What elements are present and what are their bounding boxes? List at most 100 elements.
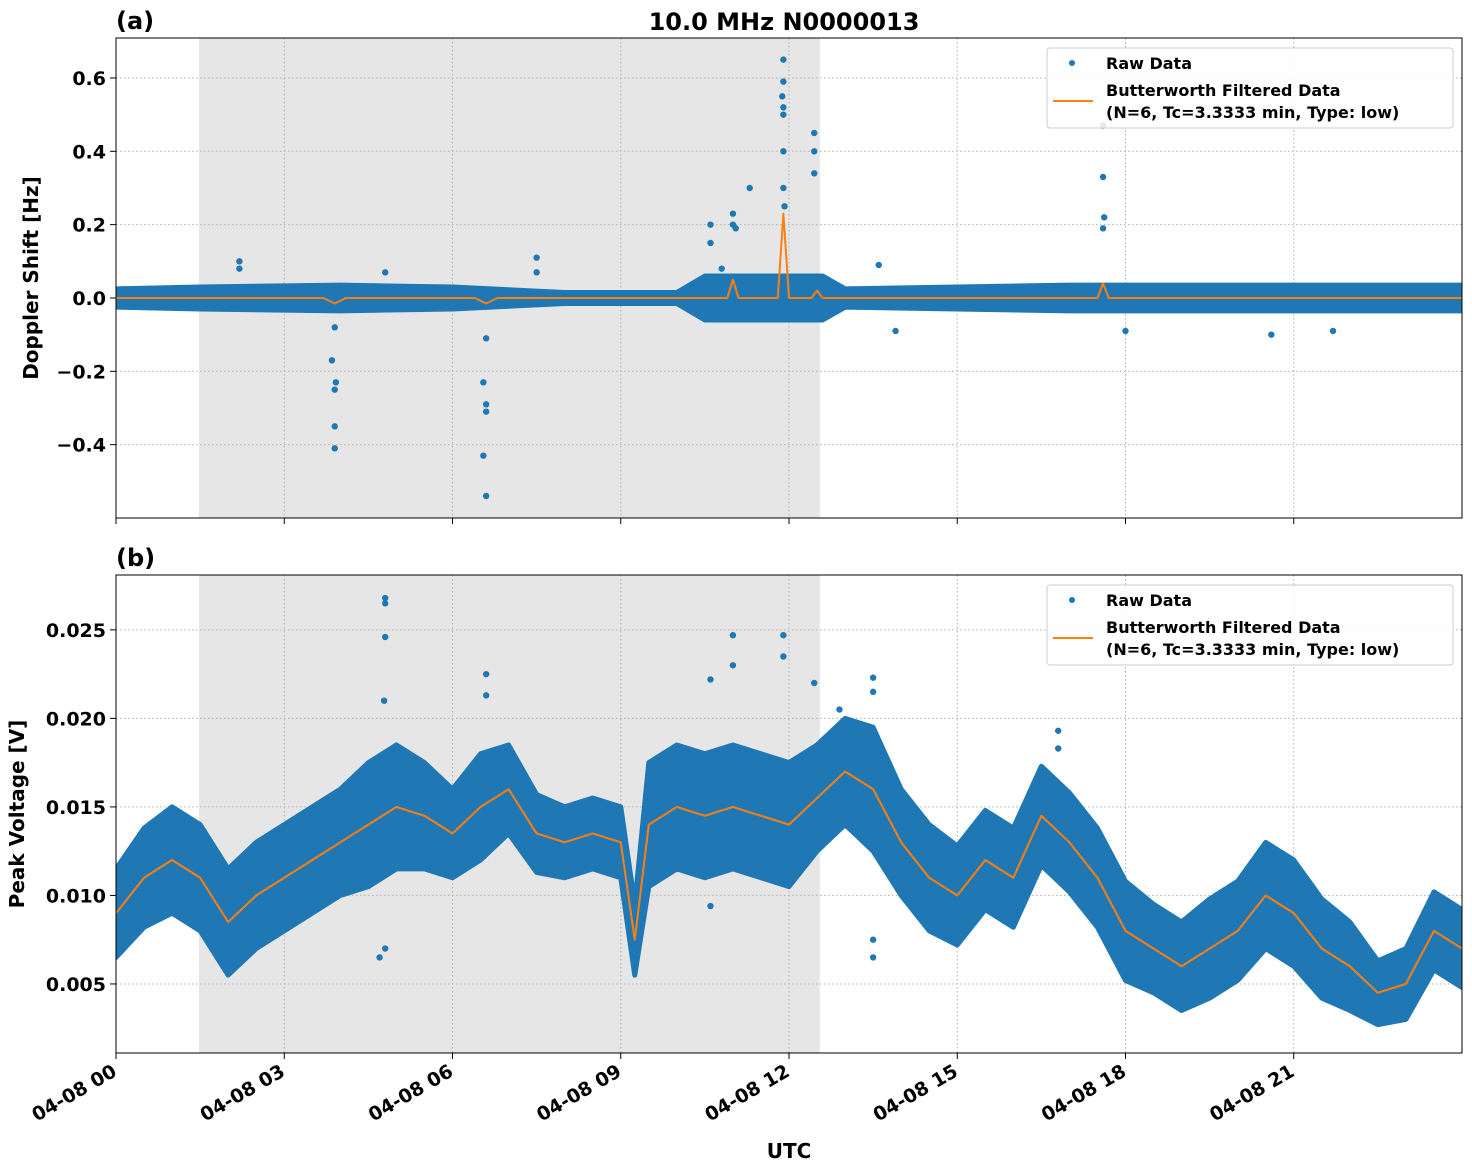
raw-data-point [382,945,389,952]
y-tick-label: 0.010 [46,885,106,907]
legend-filtered-params: (N=6, Tc=3.3333 min, Type: low) [1106,103,1399,122]
raw-data-point [328,357,336,364]
raw-data-point [382,600,389,607]
y-tick-label: −0.2 [56,361,106,383]
legend-raw-label: Raw Data [1106,591,1192,610]
raw-data-point [780,78,787,85]
x-tick-label: 04-08 00 [28,1060,120,1126]
legend-raw-marker [1069,597,1075,603]
raw-data-point [482,492,490,500]
raw-data-point [1055,745,1062,752]
raw-data-point [811,129,818,137]
raw-data-point [781,203,788,210]
raw-data-point [533,269,540,276]
raw-data-point [780,56,787,63]
raw-data-point [482,692,490,699]
x-tick-label: 04-08 06 [365,1060,457,1126]
y-tick-label: 0.025 [46,620,106,642]
legend-raw-label: Raw Data [1106,54,1192,73]
raw-data-point [382,633,389,641]
raw-data-point [780,111,787,118]
raw-data-point [533,254,540,261]
panel-tag: (a) [116,7,154,35]
raw-data-point [480,379,487,386]
raw-data-point [780,148,787,155]
y-tick-label: −0.4 [56,435,106,457]
raw-data-point [332,379,340,386]
plot-area [116,56,1462,500]
raw-data-point [482,408,490,415]
y-tick-label: 0.015 [46,797,106,819]
raw-data-point [780,653,787,660]
raw-data-point [707,902,714,910]
y-tick-label: 0.6 [72,68,106,90]
plot-area [116,594,1462,1028]
legend: Raw Data Butterworth Filtered Data (N=6, T… [1046,47,1454,129]
raw-data-point [380,697,388,704]
raw-data-point [732,225,739,232]
raw-data-point [707,221,714,228]
legend-raw-marker [1069,60,1075,66]
raw-data-point [482,670,490,678]
y-tick-label: 0.2 [72,215,106,237]
legend-filtered-label: Butterworth Filtered Data [1106,618,1341,637]
raw-data-point [1055,727,1062,734]
raw-data-point [892,327,899,335]
raw-data-point [382,269,389,276]
raw-data-point [707,239,714,247]
raw-data-point [779,93,786,100]
legend-box [1046,47,1454,129]
raw-data-point [331,445,338,452]
raw-data-point [780,184,787,192]
legend: Raw Data Butterworth Filtered Data (N=6, T… [1046,584,1454,666]
x-tick-label: 04-08 09 [533,1060,625,1126]
raw-data-point [746,184,753,192]
x-tick-label: 04-08 15 [869,1060,961,1126]
x-tick-label: 04-08 21 [1206,1060,1298,1126]
raw-data-band [116,715,1462,1028]
raw-data-point [707,676,714,683]
raw-data-point [811,170,818,177]
panel-tag: (b) [116,544,155,572]
y-tick-label: 0.0 [72,288,106,310]
raw-data-point [1100,214,1108,221]
filtered-data-line [116,770,1462,994]
raw-data-point [482,401,490,408]
raw-data-point [236,258,243,265]
y-tick-label: 0.005 [46,974,106,996]
legend-box [1046,584,1454,666]
panel-b: 0.005 0.010 0.015 0.020 0.025 04-08 00 04-08 0… [5,544,1463,1126]
legend-filtered-label: Butterworth Filtered Data [1106,81,1341,100]
raw-data-point [331,386,338,393]
raw-data-point [1122,327,1129,335]
chart-title: 10.0 MHz N0000013 [649,8,920,36]
raw-data-point [236,265,243,272]
raw-data-point [482,335,490,342]
raw-data-point [480,452,487,459]
raw-data-point [331,324,338,331]
y-tick-label: 0.4 [72,141,106,163]
raw-data-point [811,679,818,687]
raw-data-point [869,936,877,943]
raw-data-point [718,265,725,272]
raw-data-point [1099,225,1107,232]
legend-filtered-params: (N=6, Tc=3.3333 min, Type: low) [1106,640,1399,659]
x-tick-label: 04-08 18 [1038,1060,1130,1126]
raw-data-point [811,148,818,155]
raw-data-point [1099,173,1107,181]
raw-data-point [836,706,843,713]
x-axis-label: UTC [767,1139,812,1163]
raw-data-point [869,688,877,696]
raw-data-point [869,674,877,681]
y-axis-label: Peak Voltage [V] [5,720,29,909]
x-tick-label: 04-08 03 [196,1060,288,1126]
raw-data-point [729,662,737,669]
raw-data-point [729,210,737,217]
raw-data-point [376,954,383,961]
filtered-data-line [116,212,1462,305]
y-tick-label: 0.020 [46,708,106,730]
raw-data-point [729,631,737,639]
raw-data-point [780,631,787,639]
raw-data-point [780,104,787,111]
y-axis-label: Doppler Shift [Hz] [19,176,43,380]
